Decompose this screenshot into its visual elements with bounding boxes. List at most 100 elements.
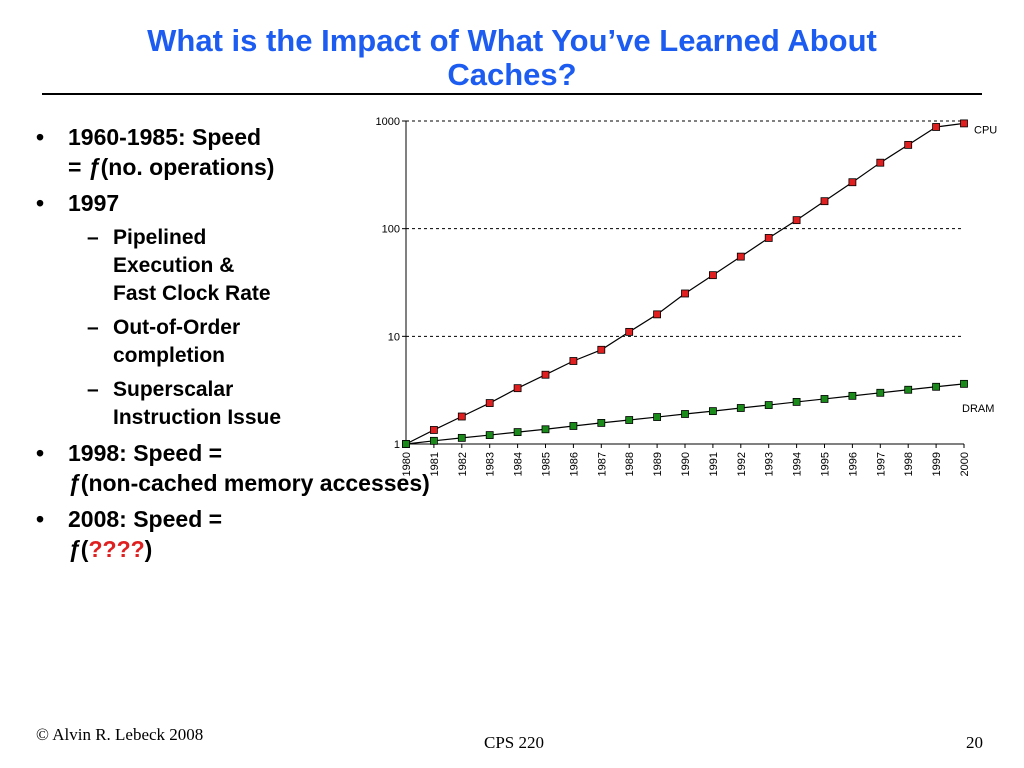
x-tick-label: 2000: [959, 452, 971, 476]
data-point-dram: [541, 425, 550, 434]
sub-bullet-line: Superscalar: [113, 378, 234, 401]
series-label-dram: DRAM: [962, 403, 994, 415]
slide-title-line2: Caches?: [447, 57, 577, 92]
data-point-cpu: [904, 140, 913, 149]
data-point-dram: [597, 419, 606, 427]
function-symbol: ƒ: [68, 470, 81, 496]
dash-glyph: –: [87, 316, 99, 339]
data-point-cpu: [597, 345, 606, 354]
bullet-2008: • 2008: Speed = ƒ(????): [36, 504, 556, 564]
data-point-cpu: [848, 178, 857, 187]
bullet-text-rest: (no. operations): [100, 154, 275, 180]
data-point-dram: [764, 401, 773, 409]
x-tick-label: 1981: [429, 452, 441, 476]
data-point-cpu: [485, 399, 494, 407]
x-tick-label: 1980: [401, 452, 413, 476]
data-point-cpu: [653, 310, 662, 319]
data-point-dram: [569, 422, 578, 430]
title-divider: [42, 93, 982, 95]
bullet-glyph: •: [36, 506, 45, 532]
sub-bullet-superscalar: – Superscalar Instruction Issue: [36, 376, 556, 432]
x-tick-label: 1993: [764, 452, 776, 476]
bullet-text-rest: (non-cached memory accesses): [80, 470, 430, 496]
x-tick-label: 1983: [485, 452, 497, 476]
bullet-1960-1985: • 1960-1985: Speed = ƒ(no. operations): [36, 122, 556, 182]
data-point-dram: [653, 413, 662, 421]
bullet-glyph: •: [36, 190, 45, 216]
sub-bullet-line: completion: [113, 344, 226, 367]
bullet-list: • 1960-1985: Speed = ƒ(no. operations) •…: [36, 122, 556, 570]
data-point-cpu: [960, 119, 968, 128]
x-tick-label: 1995: [820, 452, 832, 476]
data-point-dram: [485, 431, 494, 439]
sub-bullet-line: Execution &: [113, 254, 235, 277]
bullet-text: 1997: [68, 190, 120, 216]
data-point-cpu: [681, 289, 689, 298]
bullet-text-line2: ƒ(????): [68, 534, 556, 564]
x-tick-label: 1985: [541, 452, 553, 476]
dash-glyph: –: [87, 226, 99, 249]
bullet-prefix: =: [68, 154, 88, 180]
page-number: 20: [966, 733, 983, 752]
x-tick-label: 1987: [596, 452, 608, 476]
paren-close: ): [144, 536, 153, 562]
bullet-text-line2: = ƒ(no. operations): [68, 152, 556, 182]
data-point-dram: [513, 428, 522, 436]
sub-bullet-pipelined: – Pipelined Execution & Fast Clock Rate: [36, 224, 556, 308]
x-tick-label: 1989: [652, 452, 664, 476]
dash-glyph: –: [87, 378, 99, 401]
x-tick-label: 1990: [680, 452, 692, 476]
data-point-dram: [457, 433, 466, 442]
x-tick-label: 1994: [792, 452, 804, 476]
bullet-text-line2: ƒ(non-cached memory accesses): [68, 468, 556, 498]
footer-course: CPS 220: [484, 733, 544, 752]
data-point-cpu: [625, 327, 634, 336]
performance-chart: 1 10 100 1000 1980 1981 1982 1983 1984 1985 1986 19…: [376, 116, 998, 476]
sub-bullet-out-of-order: – Out-of-Order completion: [36, 314, 556, 370]
y-tick-label: 10: [388, 331, 400, 343]
x-tick-label: 1992: [736, 452, 748, 476]
slide-title-line1: What is the Impact of What You’ve Learne…: [147, 23, 877, 58]
data-point-cpu: [569, 357, 578, 365]
x-tick-label: 1984: [513, 452, 525, 476]
footer-copyright: © Alvin R. Lebeck 2008: [36, 725, 204, 744]
data-point-dram: [625, 416, 634, 424]
x-tick-label: 1996: [847, 452, 859, 476]
function-symbol: ƒ: [68, 536, 81, 562]
bullet-glyph: •: [36, 124, 45, 150]
sub-bullet-line: Instruction Issue: [113, 406, 282, 429]
bullet-1998: • 1998: Speed = ƒ(non-cached memory acce…: [36, 438, 556, 498]
data-point-cpu: [820, 197, 829, 206]
bullet-text: 1998: Speed =: [68, 440, 223, 466]
x-tick-label: 1988: [624, 452, 636, 476]
x-tick-label: 1991: [708, 452, 720, 476]
x-tick-label: 1986: [568, 452, 580, 476]
x-tick-label: 1998: [903, 452, 915, 476]
y-tick-label: 100: [382, 224, 400, 236]
x-tick-label: 1999: [931, 452, 943, 476]
data-point-dram: [792, 398, 801, 406]
data-point-dram: [904, 385, 913, 394]
data-point-dram: [876, 388, 885, 397]
data-point-dram: [736, 404, 745, 412]
function-symbol: ƒ: [87, 154, 101, 180]
series-label-cpu: CPU: [974, 124, 997, 136]
data-point-dram: [932, 382, 940, 391]
x-tick-label: 1982: [457, 452, 469, 476]
data-point-cpu: [876, 158, 885, 167]
sub-bullet-line: Out-of-Order: [113, 316, 241, 339]
bullet-1997: • 1997: [36, 188, 556, 218]
data-point-dram: [820, 395, 829, 403]
data-point-cpu: [708, 271, 717, 280]
y-tick-label: 1000: [376, 116, 400, 128]
data-point-cpu: [541, 370, 550, 379]
data-point-cpu: [932, 123, 940, 131]
data-point-cpu: [430, 426, 438, 434]
data-point-cpu: [457, 412, 466, 421]
data-point-cpu: [792, 216, 801, 225]
paren-open: (: [80, 536, 89, 562]
data-point-dram: [960, 379, 968, 388]
data-point-dram: [708, 407, 717, 416]
data-point-cpu: [513, 384, 522, 393]
bullet-text: 2008: Speed =: [68, 506, 223, 532]
